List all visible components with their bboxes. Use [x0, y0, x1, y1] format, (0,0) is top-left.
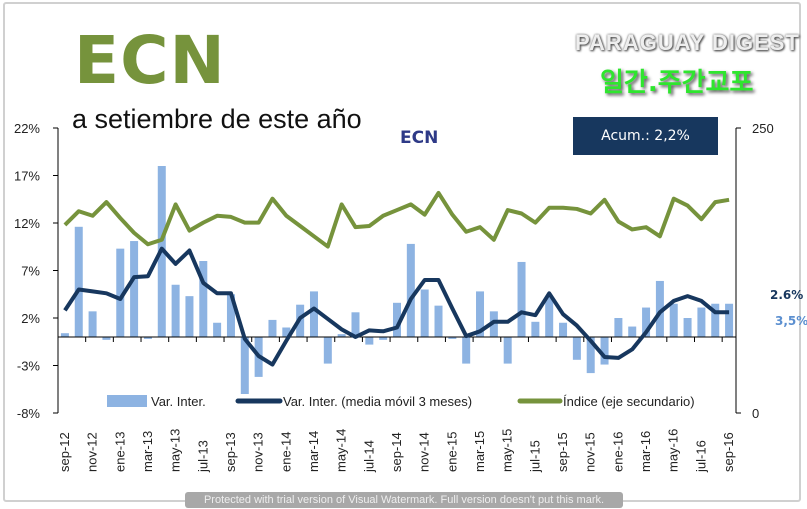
bar-var-inter — [420, 289, 429, 337]
bar-var-inter — [323, 337, 332, 364]
acum-badge: Acum.: 2,2% — [573, 117, 718, 155]
bar-var-inter — [628, 326, 637, 337]
x-tick-label: mar-16 — [638, 431, 653, 472]
bar-var-inter — [116, 248, 125, 337]
x-tick-label: ene-14 — [278, 432, 293, 472]
bar-var-inter — [545, 296, 554, 337]
y-tick-label: 17% — [14, 169, 40, 184]
bar-var-inter — [655, 280, 664, 337]
x-tick-label: jul-14 — [361, 440, 376, 473]
legend-label-var-inter: Var. Inter. — [151, 394, 206, 409]
x-tick-label: mar-13 — [140, 431, 155, 472]
x-tick-label: nov-14 — [417, 432, 432, 472]
bar-var-inter — [434, 305, 443, 337]
bar-var-inter — [88, 311, 97, 337]
bar-var-inter — [351, 312, 360, 337]
bar-var-inter — [282, 327, 291, 337]
legend-swatch-var-inter — [107, 395, 147, 407]
bar-var-inter — [669, 303, 678, 337]
x-tick-label: jul-13 — [195, 440, 210, 473]
x-tick-label: sep-16 — [721, 432, 736, 472]
bar-var-inter — [379, 337, 388, 340]
bar-var-inter — [572, 337, 581, 360]
x-tick-label: jul-16 — [693, 440, 708, 473]
bar-var-inter — [226, 294, 235, 337]
line-index — [63, 190, 730, 249]
watermark-brand: PARAGUAY DIGEST — [575, 30, 800, 55]
bar-var-inter — [185, 296, 194, 337]
bar-var-inter — [697, 307, 706, 337]
bar-var-inter — [337, 334, 346, 337]
page-subtitle: a setiembre de este año — [72, 104, 362, 134]
x-tick-label: sep-15 — [555, 432, 570, 472]
x-tick-label: mar-15 — [472, 431, 487, 472]
x-tick-label: ene-13 — [112, 432, 127, 472]
bar-var-inter — [130, 241, 139, 337]
bar-var-inter — [268, 319, 277, 337]
x-tick-label: sep-13 — [223, 432, 238, 472]
bar-var-inter — [240, 337, 249, 394]
bar-var-inter — [476, 291, 485, 337]
bar-var-inter — [462, 337, 471, 364]
y2-tick-label: 250 — [752, 121, 774, 136]
y-tick-label: 12% — [14, 216, 40, 231]
bar-var-inter — [406, 243, 415, 337]
chart-label: ECN — [400, 128, 439, 148]
x-tick-label: nov-13 — [251, 432, 266, 472]
x-tick-label: may-14 — [334, 429, 349, 472]
x-tick-label: mar-14 — [306, 431, 321, 472]
legend-label-moving-avg: Var. Inter. (media móvil 3 meses) — [283, 394, 472, 409]
end-label-var-inter: 3,5% — [775, 314, 807, 328]
bar-var-inter — [642, 307, 651, 337]
watermark-trial: Protected with trial version of Visual W… — [185, 492, 623, 508]
bar-var-inter — [448, 337, 457, 339]
bar-var-inter — [600, 337, 609, 365]
bar-var-inter — [393, 302, 401, 337]
bar-var-inter — [199, 261, 208, 337]
bar-var-inter — [725, 303, 734, 337]
y2-tick-label: 0 — [752, 406, 759, 421]
x-tick-label: may-13 — [168, 429, 183, 472]
bar-var-inter — [531, 321, 540, 337]
bar-var-inter — [74, 226, 83, 337]
bar-var-inter — [683, 318, 692, 337]
bar-var-inter — [143, 337, 152, 339]
bar-var-inter — [711, 303, 720, 337]
bar-var-inter — [365, 337, 374, 345]
legend-label-index: Índice (eje secundario) — [563, 394, 695, 409]
y-tick-label: 2% — [21, 311, 40, 326]
x-tick-label: sep-14 — [389, 432, 404, 472]
y-tick-label: -3% — [17, 359, 41, 374]
line-moving-avg — [63, 246, 730, 367]
bar-var-inter — [60, 333, 69, 337]
x-tick-label: may-16 — [666, 429, 681, 472]
x-tick-label: may-15 — [500, 429, 515, 472]
y-tick-label: -8% — [17, 406, 41, 421]
end-label-moving-avg: 2.6% — [770, 288, 804, 302]
bar-var-inter — [614, 318, 623, 337]
bar-var-inter — [517, 261, 526, 337]
bar-var-inter — [559, 322, 568, 337]
bar-var-inter — [171, 284, 180, 337]
x-tick-label: ene-15 — [444, 432, 459, 472]
y-tick-label: 22% — [14, 121, 40, 136]
x-tick-label: sep-12 — [57, 432, 72, 472]
x-tick-label: ene-16 — [610, 432, 625, 472]
watermark-korean: 일간.주간교포 — [600, 68, 754, 98]
page-title: ECN — [74, 22, 226, 99]
bar-var-inter — [102, 337, 111, 340]
x-tick-label: nov-15 — [583, 432, 598, 472]
x-tick-label: jul-15 — [527, 440, 542, 473]
x-tick-label: nov-12 — [85, 432, 100, 472]
y-tick-label: 7% — [21, 264, 40, 279]
bar-var-inter — [213, 322, 222, 337]
bar-var-inter — [309, 291, 318, 337]
bar-var-inter — [503, 337, 512, 364]
bar-var-inter — [586, 337, 595, 374]
